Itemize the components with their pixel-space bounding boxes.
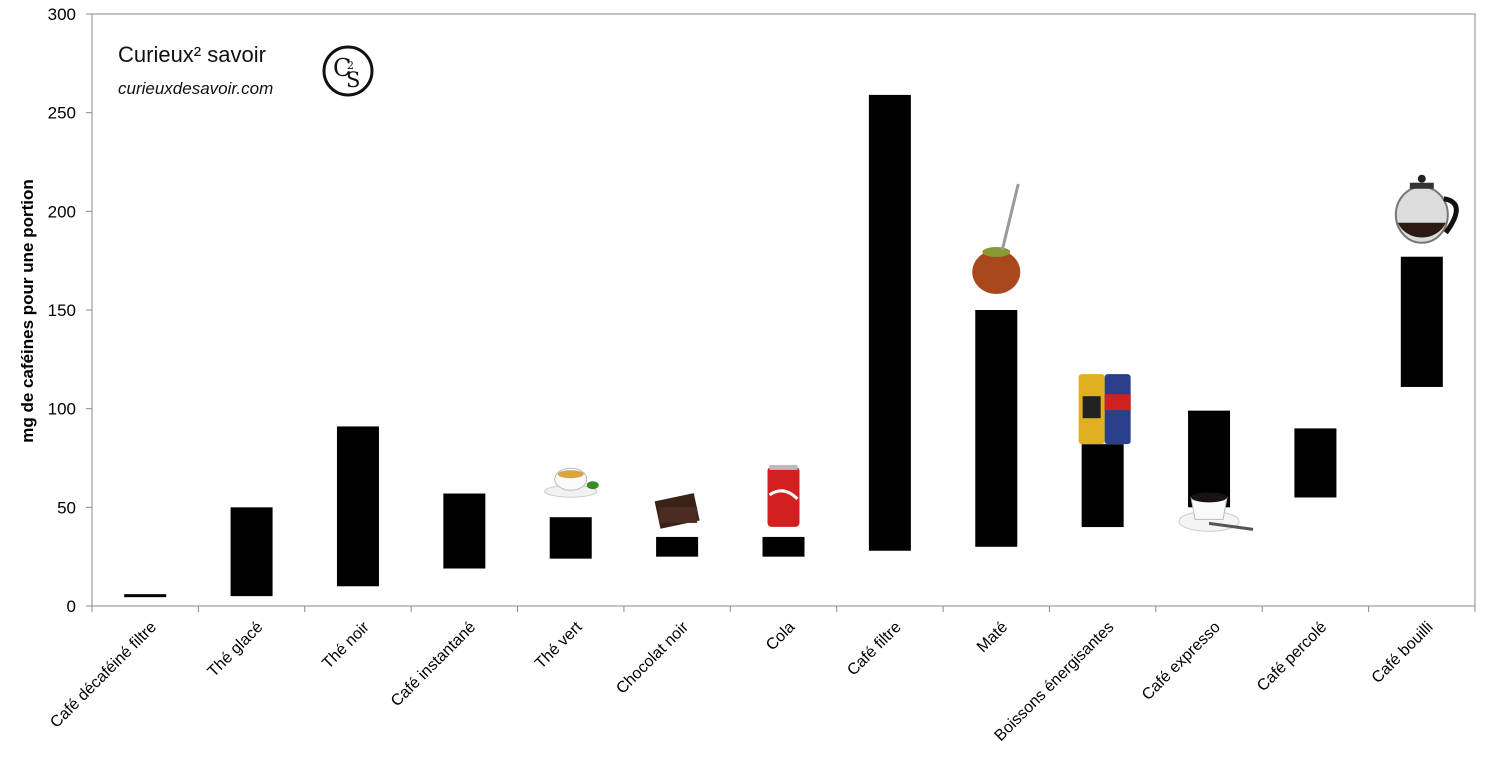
espresso-cup-icon — [1178, 492, 1254, 532]
can-left-graphic — [1082, 396, 1101, 419]
coffee — [1191, 492, 1228, 503]
y-tick-label: 0 — [67, 597, 76, 616]
press-handle — [1443, 196, 1459, 235]
bombilla — [1000, 183, 1020, 251]
french-press-icon — [1394, 174, 1459, 244]
bar — [124, 594, 167, 598]
bar — [1081, 444, 1124, 528]
can-right-band — [1104, 394, 1131, 411]
bar — [443, 493, 486, 569]
bar — [230, 507, 273, 597]
bar — [762, 536, 805, 557]
chart-icons — [544, 174, 1459, 532]
brand-url: curieuxdesavoir.com — [118, 79, 274, 98]
mate-gourd-icon — [972, 183, 1021, 294]
bar — [975, 310, 1018, 547]
y-tick-label: 100 — [48, 400, 76, 419]
bar — [1188, 410, 1231, 508]
chocolate-icon — [654, 493, 700, 529]
yerba — [982, 247, 1011, 257]
press-lid — [1409, 182, 1434, 189]
y-tick-label: 300 — [48, 5, 76, 24]
x-tick-label: Chocolat noir — [613, 618, 692, 697]
svg-text:C: C — [333, 54, 351, 82]
x-tick-label: Café expresso — [1139, 619, 1224, 704]
x-tick-label: Thé vert — [532, 618, 586, 672]
bar — [336, 426, 379, 587]
can-swirl — [768, 489, 799, 501]
x-tick-label: Cola — [763, 619, 798, 654]
chart-labels: Café décaféiné filtre Thé glacé Thé noir Ca… — [47, 618, 1436, 744]
x-tick-label: Café instantané — [388, 619, 479, 710]
bar — [1294, 428, 1337, 498]
x-tick-label: Boissons énergisantes — [992, 619, 1118, 745]
x-tick-label: Thé glacé — [205, 619, 267, 681]
x-tick-label: Café filtre — [844, 619, 905, 680]
bar — [868, 94, 911, 551]
x-tick-label: Café bouilli — [1369, 619, 1437, 687]
y-tick-label: 200 — [48, 202, 76, 221]
svg-text:S: S — [346, 68, 360, 92]
svg-text:2: 2 — [347, 59, 354, 72]
press-coffee — [1397, 222, 1446, 238]
chocolate-piece — [659, 506, 698, 523]
teacup-icon — [544, 467, 599, 498]
x-tick-label: Café percolé — [1254, 619, 1330, 695]
energy-drink-cans-icon — [1078, 374, 1131, 445]
y-tick-label: 250 — [48, 104, 76, 123]
cola-can-icon — [767, 464, 800, 527]
can-body — [767, 466, 800, 527]
gourd — [972, 250, 1021, 294]
y-axis-label: mg de caféines pour une portion — [18, 179, 37, 443]
brand-title: Curieux² savoir — [118, 42, 266, 67]
y-tick-label: 50 — [57, 498, 76, 517]
x-tick-label: Maté — [974, 619, 1011, 656]
press-knob — [1417, 174, 1426, 183]
brand-block: Curieux² savoir curieuxdesavoir.com C 2 … — [118, 42, 378, 112]
chart-axes: 0 50 100 150 200 250 300 — [48, 5, 1476, 616]
bar — [656, 536, 699, 557]
x-tick-label: Café décaféiné filtre — [47, 619, 160, 732]
can-top — [769, 464, 798, 470]
x-tick-label: Thé noir — [319, 618, 373, 672]
y-tick-label: 150 — [48, 301, 76, 320]
brand-logo: C 2 S — [322, 45, 374, 97]
spoon — [1208, 521, 1254, 531]
bar — [549, 517, 592, 559]
leaf — [586, 481, 599, 490]
chart-bars — [124, 94, 1443, 598]
bar — [1400, 256, 1443, 387]
tea — [557, 470, 584, 479]
